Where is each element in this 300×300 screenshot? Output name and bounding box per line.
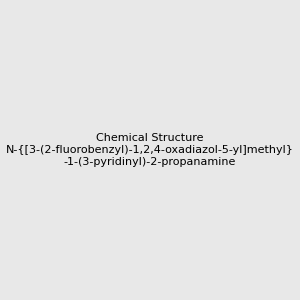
Text: Chemical Structure
N-{[3-(2-fluorobenzyl)-1,2,4-oxadiazol-5-yl]methyl}
-1-(3-pyr: Chemical Structure N-{[3-(2-fluorobenzyl…: [6, 134, 294, 166]
